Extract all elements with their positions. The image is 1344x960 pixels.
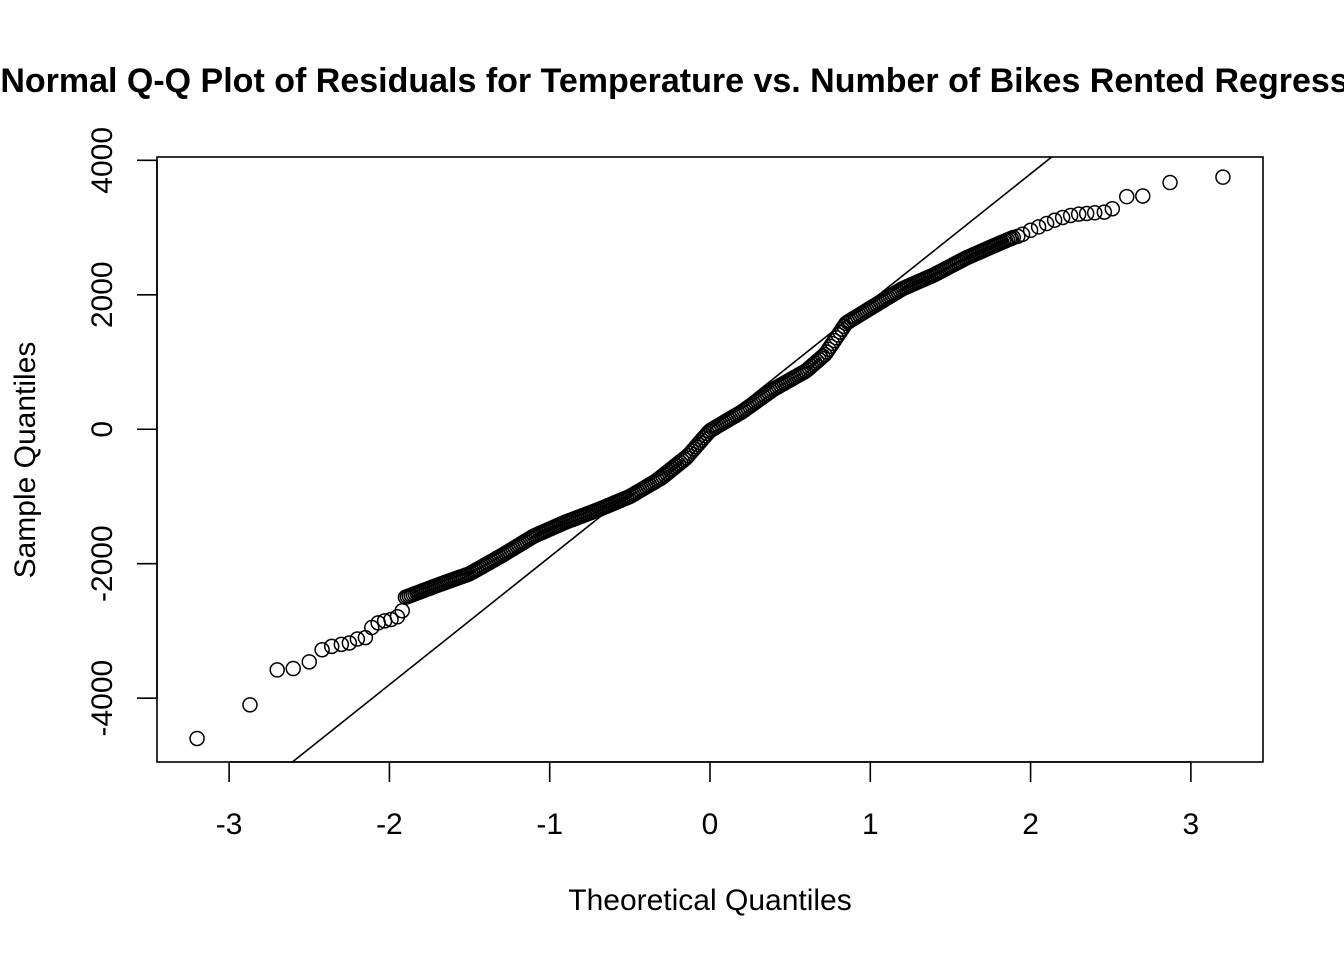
qq-point [813,350,829,366]
qq-point [242,697,258,713]
sample-points [189,169,1231,747]
qq-point [1104,201,1121,217]
plot-frame [156,156,1264,763]
x-tick-label: 0 [702,808,719,841]
qq-point [1215,169,1231,185]
qq-point [1070,206,1087,222]
chart-title: Normal Q-Q Plot of Residuals for Tempera… [0,62,1344,100]
qq-point [1078,205,1095,222]
qq-point [269,662,285,678]
qq-point [349,631,366,647]
qq-point [314,641,330,658]
qq-point [1162,174,1178,191]
qq-point [1119,188,1135,205]
x-tick-label: -3 [216,808,243,841]
qq-point [1005,229,1022,246]
x-axis-title: Theoretical Quantiles [568,884,851,917]
qq-point [285,660,301,677]
qq-point [1096,204,1113,220]
y-axis-title: Sample Quantiles [9,342,42,579]
y-tick-label: 0 [86,421,119,438]
qq-point [1054,209,1071,226]
x-tick-label: -2 [376,808,403,841]
qq-point [1135,188,1151,204]
qq-point [189,730,205,747]
y-tick-label: 4000 [86,127,119,194]
qq-point [1038,215,1055,232]
qq-point [817,346,833,363]
qq-point [333,636,350,653]
qq-point [1046,212,1063,228]
y-axis: -4000 -2000 0 2000 4000 [86,127,158,737]
y-tick-label: 2000 [86,261,119,328]
y-tick-label: -4000 [86,660,119,737]
qq-point [1062,207,1079,224]
qq-point [676,451,693,468]
qq-point [323,638,340,655]
qq-point [1086,205,1103,221]
qq-point [1022,222,1039,239]
x-tick-label: 2 [1022,808,1039,841]
x-tick-label: 1 [862,808,879,841]
y-tick-label: -2000 [86,525,119,602]
qq-point [1030,219,1047,235]
x-axis: -3 -2 -1 0 1 2 3 [216,761,1200,841]
qq-point [301,654,318,670]
x-tick-label: -1 [536,808,563,841]
qq-point [357,629,374,646]
x-tick-label: 3 [1183,808,1200,841]
qq-point [1014,226,1031,243]
qq-point [341,635,358,651]
